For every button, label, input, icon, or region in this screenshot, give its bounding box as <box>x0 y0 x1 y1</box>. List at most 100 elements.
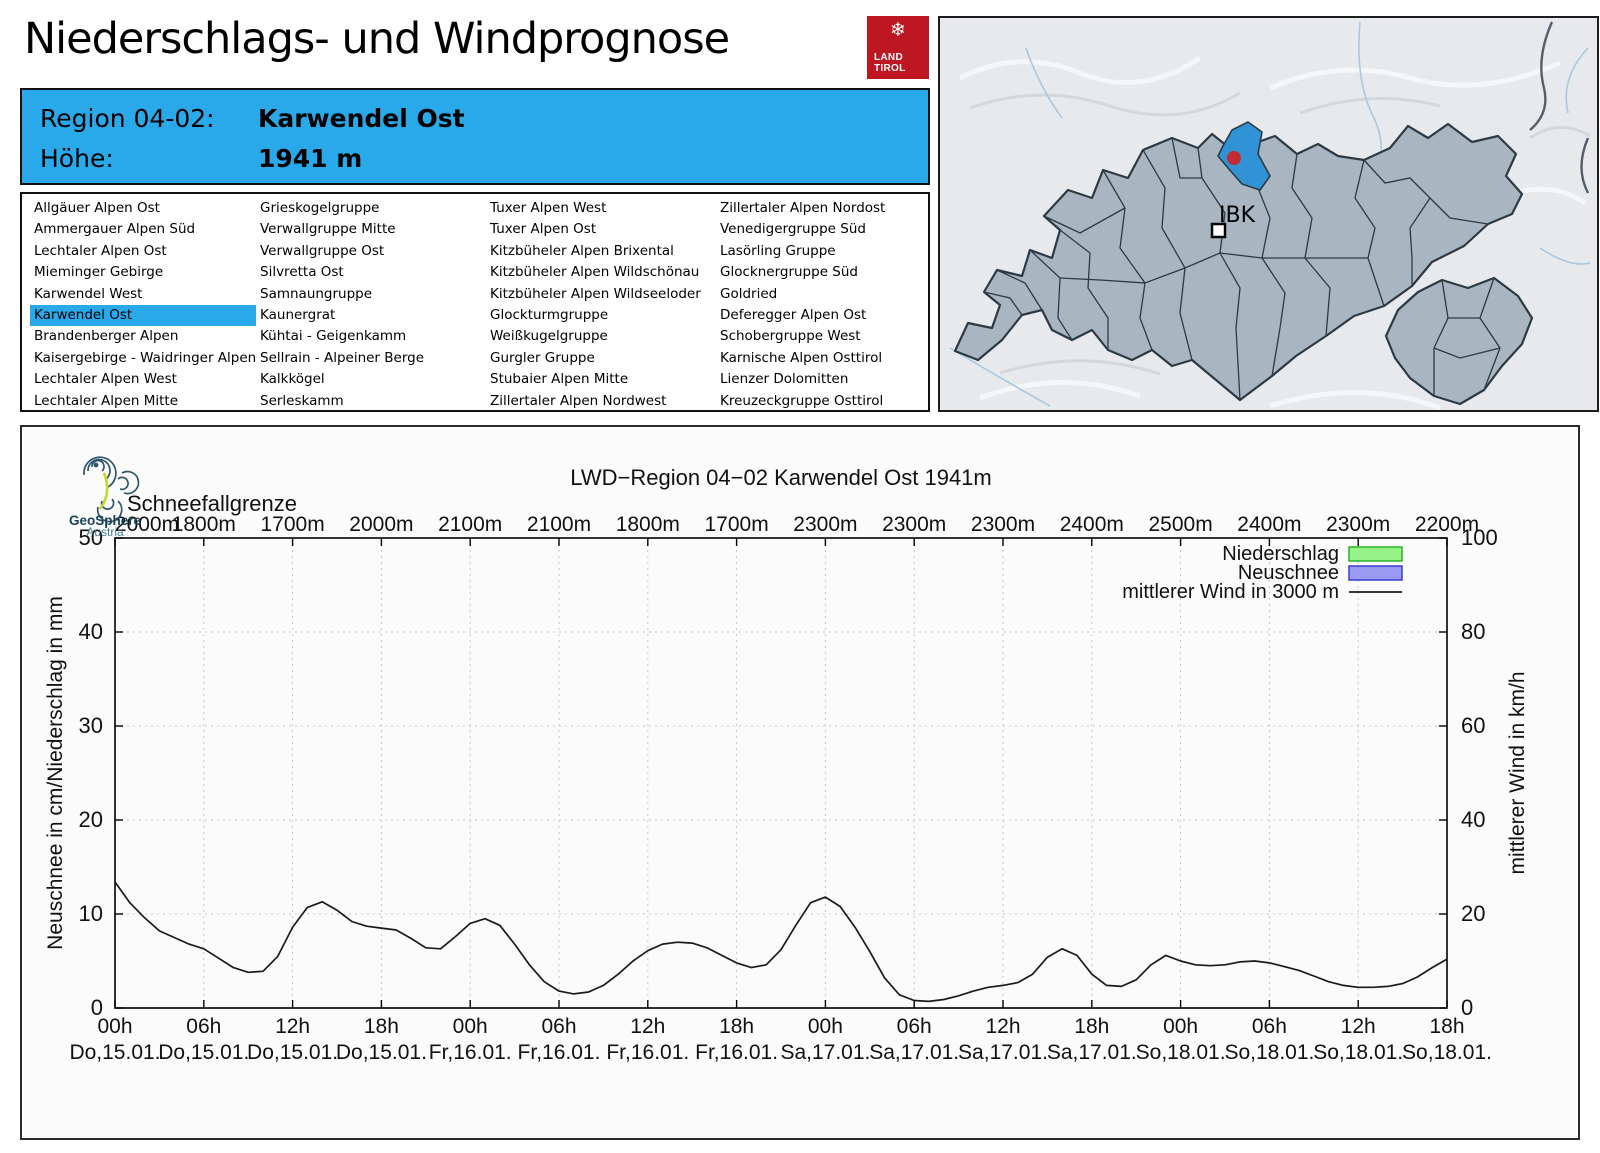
plot-frame <box>114 537 1448 1009</box>
x-tick-hour-label: 06h <box>186 1015 221 1038</box>
y-axis-label-left: Neuschnee in cm/Niederschlag in mm <box>44 596 67 950</box>
x-tick-date-label: Fr,16.01. <box>429 1041 512 1064</box>
x-tick-date-label: Do,15.01. <box>336 1041 427 1064</box>
region-list-item[interactable]: Weißkugelgruppe <box>490 328 608 345</box>
region-list-item[interactable]: Kreuzeckgruppe Osttirol <box>720 392 884 409</box>
region-list-item[interactable]: Brandenberger Alpen <box>34 328 179 345</box>
snowline-value: 2300m <box>793 513 857 536</box>
snowflake-icon: ❄ <box>890 19 906 41</box>
region-list-item[interactable]: Karnische Alpen Osttirol <box>720 349 883 366</box>
region-list-column: Zillertaler Alpen Nordost Venedigergruppe… <box>716 198 942 412</box>
y-tick-right-label: 80 <box>1461 619 1485 644</box>
y-tick-left-label: 40 <box>79 619 103 644</box>
region-list-item[interactable]: Kitzbüheler Alpen Brixental <box>490 242 674 259</box>
region-list-item[interactable]: Zillertaler Alpen Nordwest <box>490 392 667 409</box>
x-tick-hour-label: 18h <box>1074 1015 1109 1038</box>
land-tirol-logo: ❄ LAND TIROL <box>867 16 929 79</box>
y-tick-left-label: 20 <box>79 807 103 832</box>
region-list-item[interactable]: Verwallgruppe Ost <box>260 242 385 259</box>
snowline-value: 2400m <box>1060 513 1124 536</box>
x-tick-date-label: So,18.01. <box>1224 1041 1314 1064</box>
region-list-item[interactable]: Lienzer Dolomitten <box>720 371 849 388</box>
region-list-item[interactable]: Venedigergruppe Süd <box>720 221 866 238</box>
snowline-value: 1700m <box>704 513 768 536</box>
y-tick-left-label: 50 <box>79 525 103 550</box>
region-list-item[interactable]: Kühtai - Geigenkamm <box>260 328 407 345</box>
region-list-item[interactable]: Verwallgruppe Mitte <box>260 221 396 238</box>
x-tick-hour-label: 06h <box>897 1015 932 1038</box>
region-list-item[interactable]: Grieskogelgruppe <box>260 200 380 216</box>
x-tick-hour-label: 00h <box>1163 1015 1198 1038</box>
map-ibk-square <box>1210 222 1227 239</box>
region-list-item[interactable]: Kalkkögel <box>260 371 325 388</box>
region-list-item[interactable]: Mieminger Gebirge <box>34 264 164 281</box>
x-tick-hour-label: 18h <box>1429 1015 1464 1038</box>
region-list-column: Tuxer Alpen West Tuxer Alpen Ost Kitzbühel… <box>486 198 712 412</box>
region-info-box: Region 04-02: Karwendel Ost Höhe: 1941 m <box>20 88 930 185</box>
snowline-value: 2000m <box>115 513 179 536</box>
region-list-item[interactable]: Deferegger Alpen Ost <box>720 306 867 323</box>
y-tick-left-label: 30 <box>79 713 103 738</box>
map-ridge-shadows <box>969 91 1591 376</box>
map-region-borders <box>983 137 1489 401</box>
land-tirol-logo-line2: TIROL <box>874 63 906 74</box>
map-national-border <box>1529 21 1590 194</box>
x-tick-hour-label: 12h <box>985 1015 1020 1038</box>
x-tick-date-label: Fr,16.01. <box>695 1041 778 1064</box>
region-list-item[interactable]: Kitzbüheler Alpen Wildseeloder <box>490 285 701 302</box>
snowline-label: Schneefallgrenze <box>127 491 297 516</box>
x-tick-hour-label: 12h <box>1341 1015 1376 1038</box>
region-list-item[interactable]: Stubaier Alpen Mitte <box>490 371 629 388</box>
geosphere-logo: GeoSphere Austria <box>69 456 142 537</box>
x-tick-date-label: Sa,17.01. <box>1047 1041 1137 1064</box>
x-tick-hour-label: 18h <box>364 1015 399 1038</box>
geosphere-mark <box>83 456 140 523</box>
wind-line <box>114 881 1448 1003</box>
region-list-item[interactable]: Ammergauer Alpen Süd <box>34 221 196 238</box>
x-tick-date-label: So,18.01. <box>1402 1041 1492 1064</box>
x-tick-hour-label: 00h <box>453 1015 488 1038</box>
region-list-item[interactable]: Karwendel West <box>34 285 143 302</box>
region-list-item[interactable]: Goldried <box>720 285 778 302</box>
snowline-value: 2100m <box>527 513 591 536</box>
region-list-item[interactable]: Glockturmgruppe <box>490 306 609 323</box>
map-ibk-label: IBK <box>1219 203 1256 228</box>
region-list-item[interactable]: Gurgler Gruppe <box>490 349 595 366</box>
region-list-item[interactable]: Glocknergruppe Süd <box>720 264 858 281</box>
region-list-item-selected[interactable]: Karwendel Ost <box>30 304 256 327</box>
region-list-item[interactable]: Serleskamm <box>260 392 344 409</box>
region-list-item[interactable]: Kitzbüheler Alpen Wildschönau <box>490 264 700 281</box>
region-list-item[interactable]: Lechtaler Alpen Mitte <box>34 392 179 409</box>
x-tick-hour-label: 18h <box>719 1015 754 1038</box>
snowline-value: 1800m <box>616 513 680 536</box>
y-tick-right-label: 100 <box>1461 525 1498 550</box>
region-list-item[interactable]: Lechtaler Alpen Ost <box>34 242 167 259</box>
region-list: Allgäuer Alpen Ost Ammergauer Alpen Süd Le… <box>20 192 930 412</box>
region-list-item[interactable]: Zillertaler Alpen Nordost <box>720 200 886 216</box>
region-list-item[interactable]: Silvretta Ost <box>260 264 344 281</box>
map-ridges <box>958 55 1587 410</box>
geosphere-name: GeoSphere <box>69 513 142 528</box>
forecast-chart-svg: LWD−Region 04−02 Karwendel Ost 1941m Schn… <box>44 465 1529 1064</box>
region-list-item[interactable]: Lechtaler Alpen West <box>34 371 177 388</box>
region-list-item[interactable]: Kaunergrat <box>260 306 336 323</box>
x-tick-hour-label: 00h <box>808 1015 843 1038</box>
region-list-item[interactable]: Samnaungruppe <box>260 285 373 302</box>
geosphere-accent <box>98 472 109 510</box>
x-tick-date-label: So,18.01. <box>1136 1041 1226 1064</box>
region-list-item[interactable]: Schobergruppe West <box>720 328 861 345</box>
y-axis-label-right: mittlerer Wind in km/h <box>1506 671 1529 874</box>
snowline-value: 2400m <box>1237 513 1301 536</box>
region-list-item[interactable]: Sellrain - Alpeiner Berge <box>260 349 425 366</box>
region-list-item[interactable]: Allgäuer Alpen Ost <box>34 200 160 216</box>
tirol-map-svg: IBK <box>940 18 1597 410</box>
map-rivers <box>949 21 1591 407</box>
x-tick-date-label: Do,15.01. <box>69 1041 160 1064</box>
x-tick-hour-label: 06h <box>541 1015 576 1038</box>
region-list-item[interactable]: Kaisergebirge - Waidringer Alpen <box>34 349 257 366</box>
region-list-item[interactable]: Lasörling Gruppe <box>720 242 836 259</box>
region-list-item[interactable]: Tuxer Alpen West <box>490 200 607 216</box>
region-list-item[interactable]: Tuxer Alpen Ost <box>490 221 597 238</box>
legend-swatch <box>1348 546 1403 562</box>
snowline-value: 2300m <box>882 513 946 536</box>
